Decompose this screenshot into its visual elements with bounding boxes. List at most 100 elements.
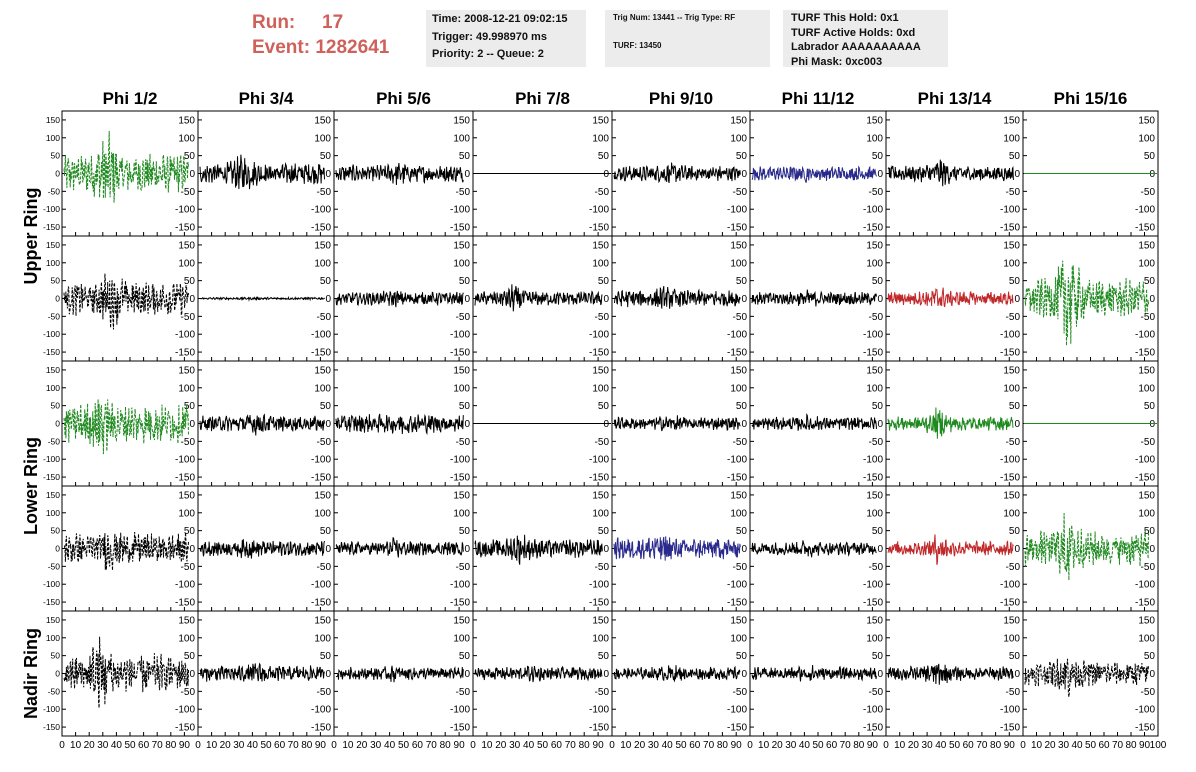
y-tick-label: 0 — [1014, 544, 1020, 555]
y-tick-label: 0 — [603, 169, 609, 180]
y-tick-label: 50 — [459, 651, 471, 662]
waveform-trace-r5-c7 — [887, 663, 1014, 685]
y-tick-label: 100 — [314, 508, 331, 519]
y-tick-label: 150 — [178, 115, 195, 126]
y-tick-label: -100 — [727, 455, 747, 466]
y-tick-label: 150 — [314, 115, 331, 126]
time-trigger-info-box: Time: 2008-12-21 09:02:15 Trigger: 49.99… — [426, 10, 586, 67]
y-tick-label: 50 — [1144, 276, 1156, 287]
y-tick-label: -50 — [317, 687, 332, 698]
turf-active-holds-text: TURF Active Holds: 0xd — [791, 26, 916, 39]
x-tick-label: 30 — [509, 740, 521, 751]
y-tick-label: -150 — [450, 223, 470, 234]
y-tick-label: 50 — [51, 401, 61, 411]
y-tick-label: 50 — [1009, 151, 1021, 162]
x-tick-label: 30 — [370, 740, 382, 751]
labrador-text: Labrador AAAAAAAAAA — [791, 41, 921, 53]
waveform-trace-r5-c8 — [1024, 658, 1149, 697]
y-tick-label: -150 — [727, 598, 747, 609]
y-tick-label: -50 — [595, 562, 610, 573]
y-tick-label: 0 — [877, 669, 883, 680]
y-tick-label: -50 — [48, 561, 61, 571]
x-tick-label: 10 — [70, 740, 82, 751]
trig-num-text: Trig Num: 13441 -- Trig Type: RF — [613, 13, 736, 22]
y-tick-label: 150 — [178, 490, 195, 501]
y-tick-label: 0 — [741, 294, 747, 305]
x-tick-label: 60 — [689, 740, 701, 751]
y-tick-label: -50 — [733, 312, 748, 323]
x-tick-label: 10 — [1031, 740, 1043, 751]
y-tick-label: 0 — [55, 419, 60, 429]
y-tick-label: 50 — [598, 401, 610, 412]
y-tick-label: -100 — [450, 580, 470, 591]
x-tick-label: 60 — [1098, 740, 1110, 751]
y-tick-label: -150 — [589, 598, 609, 609]
turf-hold-info-box: TURF This Hold: 0x1 TURF Active Holds: 0… — [783, 10, 948, 68]
run-value: 17 — [322, 12, 344, 33]
waveform-trace-r4-c1 — [64, 531, 189, 571]
y-tick-label: 0 — [603, 544, 609, 555]
y-tick-label: -50 — [456, 437, 471, 448]
x-tick-label: 0 — [747, 740, 753, 751]
y-tick-label: -150 — [450, 348, 470, 359]
y-tick-label: 100 — [866, 258, 883, 269]
y-tick-label: 100 — [178, 133, 195, 144]
y-tick-label: 150 — [314, 615, 331, 626]
y-tick-label: 100 — [314, 633, 331, 644]
column-title-6: Phi 11/12 — [782, 89, 855, 108]
column-title-2: Phi 3/4 — [239, 89, 294, 108]
y-tick-label: 50 — [736, 651, 748, 662]
y-tick-label: 50 — [320, 651, 332, 662]
y-tick-label: -150 — [43, 472, 60, 482]
y-tick-label: -100 — [1000, 455, 1020, 466]
waveform-trace-r5-c3 — [335, 665, 464, 683]
x-tick-label: 50 — [812, 740, 824, 751]
trigger-text: Trigger: 49.998970 ms — [432, 30, 547, 43]
y-tick-label: -150 — [1000, 723, 1020, 734]
y-tick-label: 100 — [1138, 258, 1155, 269]
y-tick-label: -100 — [1135, 455, 1155, 466]
event-label: Event: — [252, 37, 311, 58]
waveform-trace-r4-c6 — [751, 540, 877, 558]
y-tick-label: -50 — [317, 437, 332, 448]
y-tick-label: -100 — [727, 580, 747, 591]
y-tick-label: -100 — [43, 579, 60, 589]
y-tick-label: 150 — [178, 240, 195, 251]
y-tick-label: 150 — [453, 115, 470, 126]
y-tick-label: -50 — [181, 187, 196, 198]
y-tick-label: 100 — [453, 633, 470, 644]
y-tick-label: 0 — [55, 544, 60, 554]
y-tick-label: -150 — [175, 223, 195, 234]
y-tick-label: -50 — [733, 437, 748, 448]
y-tick-label: -100 — [1000, 705, 1020, 716]
waveform-trace-r2-c3 — [335, 290, 464, 308]
y-tick-label: -100 — [1000, 330, 1020, 341]
column-title-1: Phi 1/2 — [103, 89, 158, 108]
y-tick-label: -100 — [311, 455, 331, 466]
y-tick-label: -100 — [863, 205, 883, 216]
y-tick-label: 100 — [314, 383, 331, 394]
y-tick-label: -150 — [311, 723, 331, 734]
x-tick-label: 80 — [1125, 740, 1137, 751]
panel-frame — [611, 110, 751, 237]
y-tick-label: -50 — [181, 312, 196, 323]
x-tick-label: 90 — [593, 740, 605, 751]
x-tick-label: 20 — [634, 740, 646, 751]
y-tick-label: 150 — [730, 240, 747, 251]
waveform-trace-r3-c5 — [613, 415, 741, 432]
y-tick-label: 50 — [459, 401, 471, 412]
y-tick-label: 100 — [46, 133, 60, 143]
x-tick-label: 20 — [1044, 740, 1056, 751]
y-tick-label: 0 — [464, 544, 470, 555]
waveform-trace-r1-c5 — [613, 162, 741, 184]
panel-frame — [61, 235, 199, 362]
y-tick-label: 0 — [877, 544, 883, 555]
y-tick-label: 50 — [1009, 276, 1021, 287]
x-tick-label: 80 — [579, 740, 591, 751]
y-tick-label: 0 — [741, 669, 747, 680]
y-tick-label: 100 — [314, 133, 331, 144]
y-tick-label: -50 — [181, 437, 196, 448]
y-tick-label: -100 — [311, 330, 331, 341]
y-tick-label: -50 — [733, 687, 748, 698]
y-tick-label: -50 — [48, 686, 61, 696]
